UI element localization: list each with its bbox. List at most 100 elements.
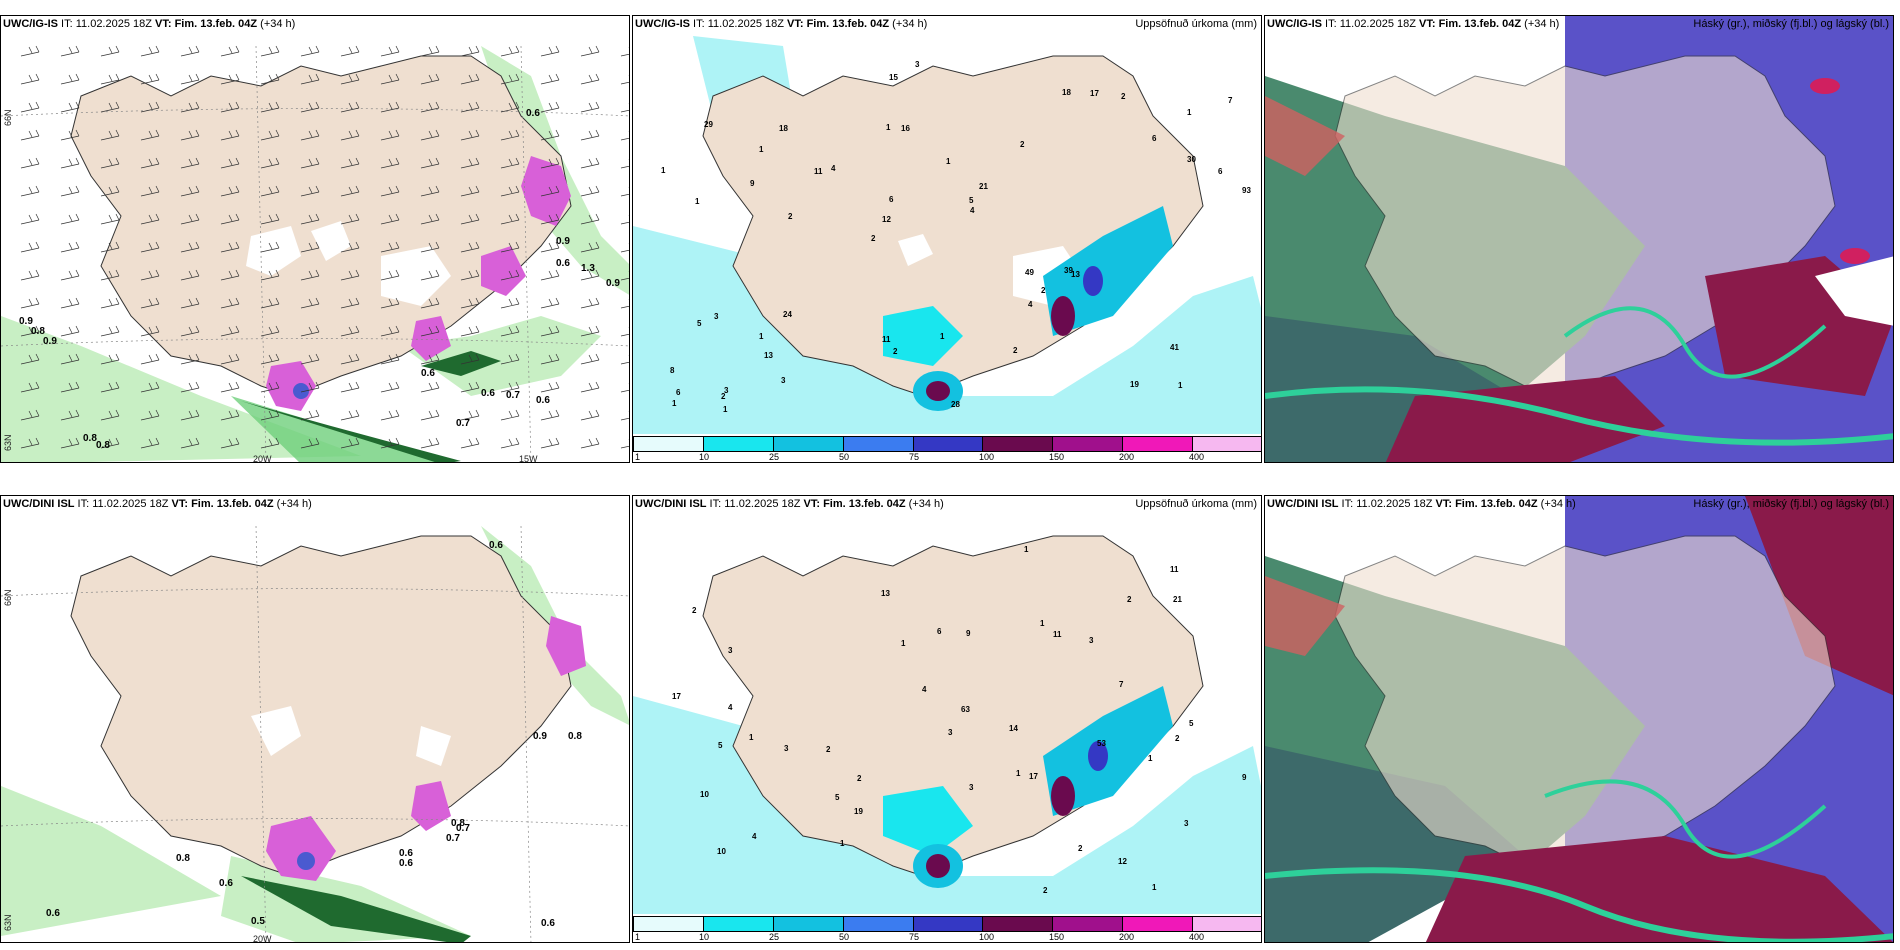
wind-barb [580, 269, 600, 281]
wind-barb [220, 269, 240, 281]
wind-barb [620, 299, 629, 309]
precip-value: 5 [835, 793, 840, 802]
wind-barb [60, 241, 80, 253]
wind-barb [460, 129, 480, 141]
colorbar-tick: 200 [1119, 932, 1135, 942]
wind-barb [460, 269, 480, 281]
precip-colorbar: 1 10 25 50 75 100 150 200 400 [633, 914, 1261, 942]
wind-barb [340, 129, 360, 141]
wind-barb [140, 437, 160, 449]
wind-barb [260, 269, 280, 281]
wind-barb [500, 381, 520, 393]
wind-barb [580, 73, 600, 85]
panel-title: Uppsöfnuð úrkoma (mm) [1135, 18, 1257, 30]
wind-barb [380, 213, 400, 225]
precip-value: 1 [1178, 381, 1183, 390]
wind-barb [460, 185, 480, 197]
wind-barb [140, 101, 160, 113]
precip-value: 4 [970, 206, 975, 215]
wind-barb [420, 73, 440, 85]
wind-barb [540, 409, 560, 421]
colorbar-segment [772, 436, 843, 452]
precip-value: 2 [1041, 286, 1046, 295]
wind-barb [140, 73, 160, 85]
wind-barb [140, 297, 160, 309]
wind-barb [580, 45, 600, 57]
wind-barb [340, 353, 360, 365]
wind-barb [140, 129, 160, 141]
precip-value: 5 [1189, 719, 1194, 728]
wind-barb [180, 157, 200, 169]
wind-barb [620, 411, 629, 421]
wind-barb [60, 297, 80, 309]
wind-barb [420, 185, 440, 197]
wind-value: 0.6 [526, 108, 540, 119]
precip-value: 3 [1184, 819, 1189, 828]
precip-value: 6 [676, 388, 681, 397]
precip-value: 1 [840, 839, 845, 848]
wind-value: 0.8 [176, 853, 190, 864]
colorbar-segment [982, 916, 1053, 932]
precip-value: 21 [979, 182, 988, 191]
lat-label: 66N [3, 109, 13, 126]
wind-barb [380, 185, 400, 197]
panel-wind-top: UWC/IG-IS IT: 11.02.2025 18Z VT: Fim. 13… [0, 15, 630, 463]
wind-barb [60, 45, 80, 57]
wind-barb [100, 45, 120, 57]
precip-value: 14 [1009, 724, 1018, 733]
colorbar-segment [1122, 916, 1193, 932]
wind-barb [500, 269, 520, 281]
wind-barb [620, 327, 629, 337]
precip-value: 3 [781, 376, 786, 385]
panel-header: UWC/DINI ISL IT: 11.02.2025 18Z VT: Fim.… [1267, 498, 1576, 510]
wind-barb [260, 437, 280, 449]
wind-barb [460, 73, 480, 85]
wind-map: 0.6 0.9 0.8 0.8 0.6 0.6 0.8 0.5 0.6 0.6 … [1, 496, 629, 942]
precip-value: 3 [784, 744, 789, 753]
wind-barb [260, 213, 280, 225]
wind-barb [100, 381, 120, 393]
precip-value: 6 [1218, 167, 1223, 176]
wind-barb [20, 325, 40, 337]
wind-value: 0.8 [83, 433, 97, 444]
wind-barb [180, 297, 200, 309]
precip-value: 2 [857, 774, 862, 783]
wind-barb [380, 157, 400, 169]
wind-barb [500, 73, 520, 85]
wind-barb [300, 73, 320, 85]
wind-barb [220, 213, 240, 225]
wind-value: 0.9 [606, 278, 620, 289]
precip-value: 53 [1097, 739, 1106, 748]
wind-barb [140, 241, 160, 253]
panel-header: UWC/IG-IS IT: 11.02.2025 18Z VT: Fim. 13… [635, 18, 928, 30]
wind-barb [300, 45, 320, 57]
wind-value: 0.8 [451, 818, 465, 829]
wind-barb [500, 213, 520, 225]
precip-value: 2 [1127, 595, 1132, 604]
wind-barb [60, 269, 80, 281]
wind-barb [100, 409, 120, 421]
wind-barb [60, 157, 80, 169]
precip-value: 2 [1013, 346, 1018, 355]
wind-barb [220, 325, 240, 337]
wind-value: 0.6 [46, 908, 60, 919]
precip-value: 2 [1121, 92, 1126, 101]
panel-header: UWC/DINI ISL IT: 11.02.2025 18Z VT: Fim.… [3, 498, 312, 510]
wind-barb [100, 269, 120, 281]
wind-barb [20, 213, 40, 225]
precip-value: 3 [724, 386, 729, 395]
wind-barb [420, 297, 440, 309]
precip-value: 1 [661, 166, 666, 175]
wind-barb [580, 101, 600, 113]
precip-value: 1 [886, 123, 891, 132]
wind-barb [140, 269, 160, 281]
precip-value: 2 [721, 392, 726, 401]
precip-value: 1 [759, 145, 764, 154]
wind-barb [340, 185, 360, 197]
precip-value: 6 [937, 627, 942, 636]
precip-value: 2 [826, 745, 831, 754]
precip-value: 10 [717, 847, 726, 856]
wind-value: 0.6 [219, 878, 233, 889]
wind-barb [260, 409, 280, 421]
precip-value: 3 [969, 783, 974, 792]
